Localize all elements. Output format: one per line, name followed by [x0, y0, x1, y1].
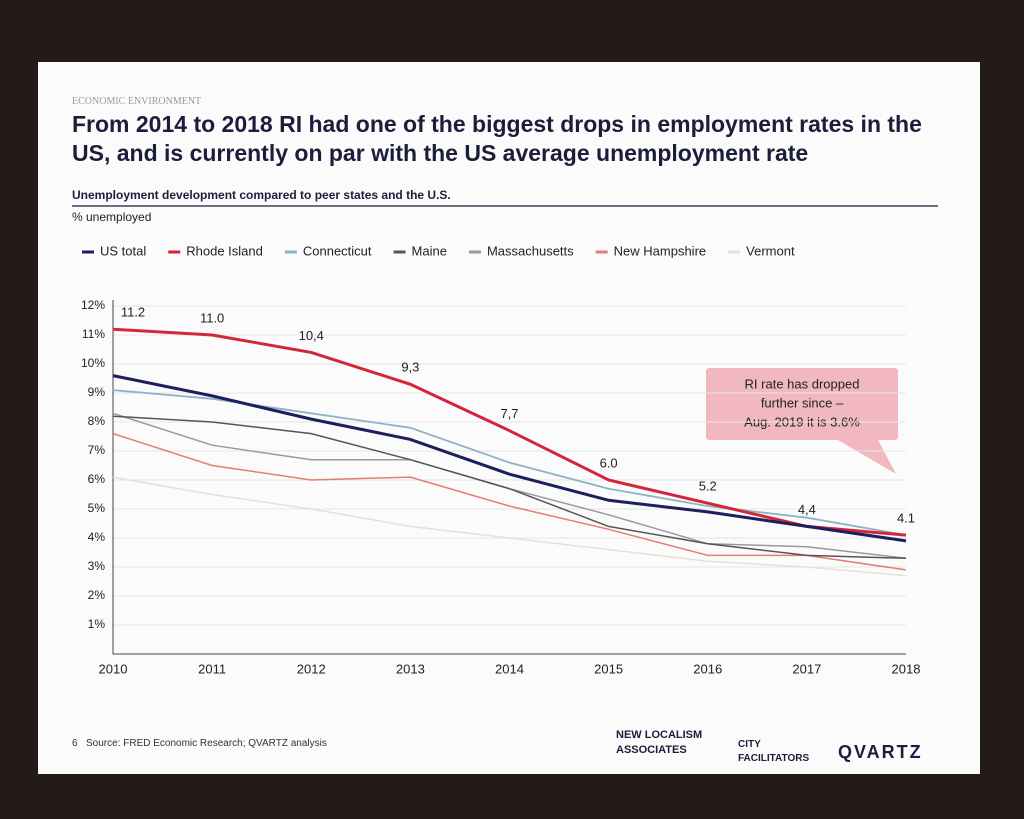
y-tick-label: 6% — [88, 472, 106, 486]
y-tick-label: 5% — [88, 501, 106, 515]
y-tick-label: 9% — [88, 385, 106, 399]
x-tick-label: 2017 — [792, 661, 821, 676]
x-tick-label: 2013 — [396, 661, 425, 676]
chart-subtitle: Unemployment development compared to pee… — [72, 188, 451, 202]
legend-label: US total — [100, 243, 146, 258]
legend-label: Connecticut — [303, 243, 372, 258]
series-line — [112, 476, 907, 577]
y-tick-label: 12% — [81, 298, 105, 312]
value-label: 4,4 — [798, 502, 816, 517]
chart: Unemployment development compared to pee… — [72, 188, 938, 676]
y-tick-label: 7% — [88, 443, 106, 457]
slide-title: From 2014 to 2018 RI had one of the bigg… — [72, 111, 922, 166]
y-tick-label: 8% — [88, 414, 106, 428]
x-tick-label: 2012 — [297, 661, 326, 676]
x-tick-label: 2010 — [99, 661, 128, 676]
value-label: 5.2 — [699, 479, 717, 494]
x-tick-label: 2011 — [198, 661, 226, 676]
series-line — [112, 327, 907, 537]
value-label: 9,3 — [401, 360, 419, 375]
y-tick-label: 10% — [81, 356, 105, 370]
logo: QVARTZ — [838, 742, 923, 762]
y-tick-label: 11% — [82, 327, 105, 341]
legend-label: Massachusetts — [487, 243, 574, 258]
x-tick-label: 2014 — [495, 661, 524, 676]
y-tick-label: 3% — [88, 559, 106, 573]
annotation-line: RI rate has dropped — [745, 376, 860, 391]
x-tick-label: 2016 — [693, 661, 722, 676]
value-label: 11.2 — [121, 305, 145, 320]
x-tick-label: 2018 — [892, 661, 921, 676]
legend-label: Vermont — [746, 243, 795, 258]
legend-label: Rhode Island — [186, 243, 263, 258]
logo: CITY FACILITATORS — [738, 739, 810, 764]
page-number: 6 — [72, 738, 78, 749]
series-line — [112, 432, 907, 571]
y-tick-label: 4% — [88, 530, 106, 544]
section-label: ECONOMIC ENVIRONMENT — [72, 96, 202, 107]
value-label: 11.0 — [200, 310, 224, 325]
logo: NEW LOCALISM ASSOCIATES — [616, 729, 703, 756]
legend-label: Maine — [412, 243, 447, 258]
annotation-line: further since – — [761, 395, 844, 410]
series-line — [112, 415, 907, 560]
value-label: 4.1 — [897, 511, 915, 526]
series-line — [112, 374, 907, 543]
value-label: 7,7 — [500, 406, 518, 421]
y-tick-label: 2% — [88, 588, 106, 602]
value-label: 10,4 — [299, 328, 324, 343]
x-tick-label: 2015 — [594, 661, 623, 676]
source: Source: FRED Economic Research; QVARTZ a… — [86, 738, 327, 749]
slide: ECONOMIC ENVIRONMENT From 2014 to 2018 R… — [38, 62, 980, 774]
value-label: 6.0 — [600, 455, 618, 470]
y-tick-label: 1% — [88, 617, 106, 631]
callout-pointer — [838, 440, 896, 474]
y-axis-label: % unemployed — [72, 210, 151, 224]
legend-label: New Hampshire — [614, 243, 706, 258]
